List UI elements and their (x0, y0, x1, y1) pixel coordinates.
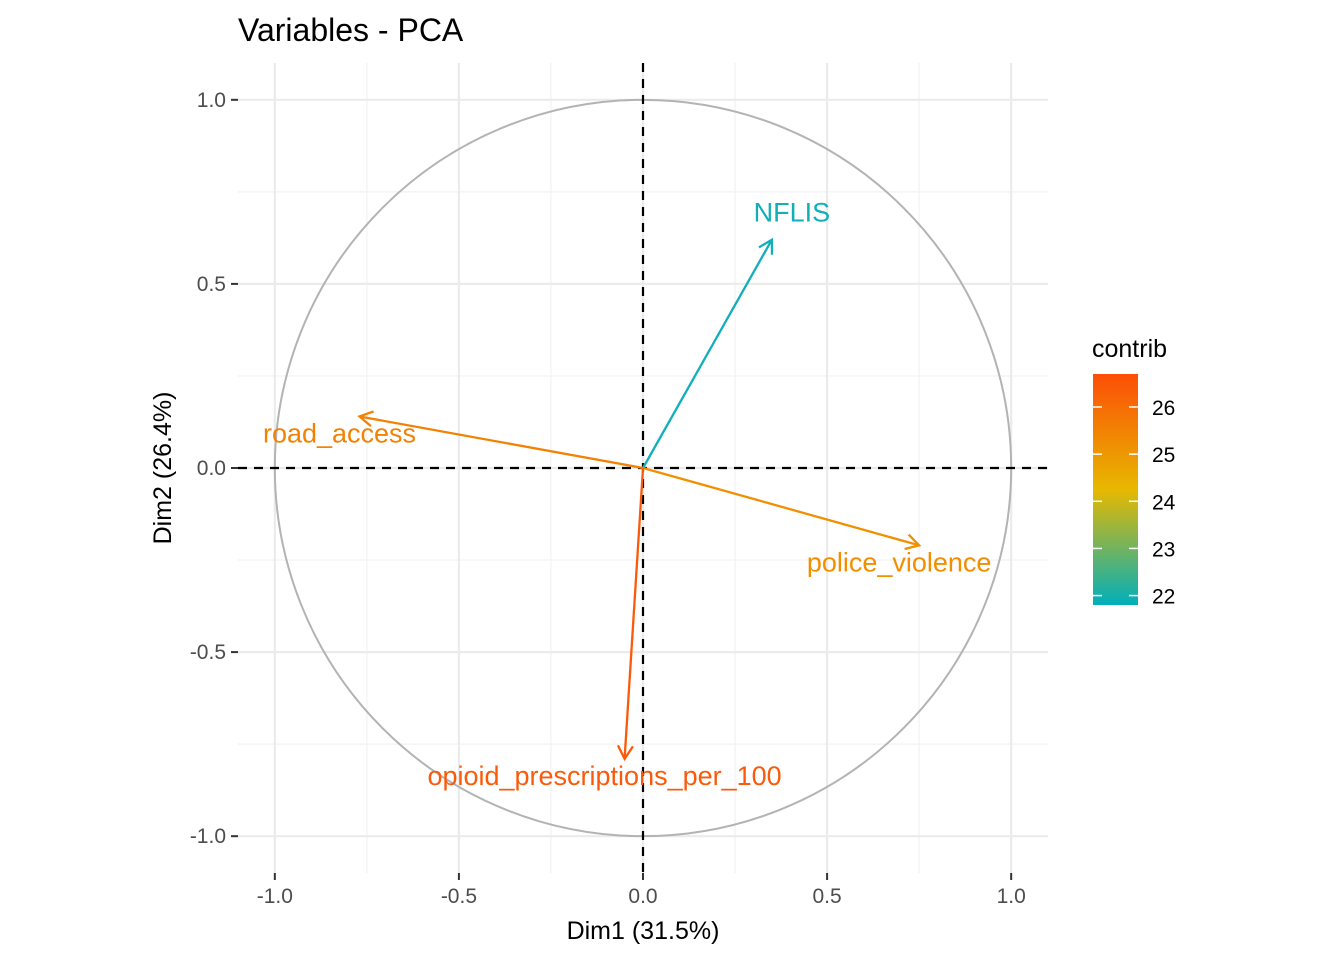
arrow-head (357, 410, 375, 428)
y-tick-label: -1.0 (190, 825, 226, 848)
variable-arrow-police_violence: police_violence (642, 466, 992, 577)
variable-label: NFLIS (754, 198, 831, 228)
legend-title: contrib (1092, 335, 1167, 363)
variable-label: police_violence (807, 547, 992, 577)
legend-colorbar (1093, 374, 1138, 605)
arrow-head (758, 237, 774, 255)
arrow-shaft (642, 466, 920, 547)
variable-label: opioid_prescriptions_per_100 (427, 761, 781, 791)
variable-arrow-NFLIS: NFLIS (641, 198, 831, 469)
legend: contrib 22 23 24 25 26 (1092, 335, 1176, 609)
arrow-head (904, 533, 922, 551)
variable-label: road_access (263, 418, 416, 448)
arrow-shaft (623, 467, 645, 759)
arrow-shaft (359, 415, 644, 470)
chart-title: Variables - PCA (238, 12, 464, 48)
legend-tick-label: 22 (1152, 586, 1175, 609)
y-tick-label: -0.5 (190, 641, 226, 664)
legend-tick-label: 24 (1152, 491, 1176, 514)
plot-panel: NFLIS road_access police_violence opioid_pr… (238, 63, 1048, 873)
variable-arrow-opioid_prescriptions_per_100: opioid_prescriptions_per_100 (427, 467, 782, 791)
legend-tick-label: 26 (1152, 397, 1175, 420)
variable-arrows: NFLIS road_access police_violence opioid_pr… (263, 198, 991, 791)
x-tick-label: -0.5 (441, 885, 477, 908)
x-axis-title: Dim1 (31.5%) (567, 917, 720, 945)
legend-tick-label: 25 (1152, 444, 1175, 467)
legend-tick-label: 23 (1152, 538, 1175, 561)
x-tick-label: 0.0 (628, 885, 657, 908)
arrow-shaft (641, 239, 773, 469)
y-tick-label: 0.0 (197, 457, 226, 480)
arrow-head (616, 744, 634, 762)
variable-arrow-road_access: road_access (263, 410, 644, 470)
axes: -1.0 -0.5 0.0 0.5 1.0 -1.0 -0.5 0.0 0.5 1.0 (190, 89, 1026, 908)
y-axis-title: Dim2 (26.4%) (149, 392, 177, 545)
x-tick-label: 0.5 (812, 885, 841, 908)
x-tick-label: 1.0 (997, 885, 1026, 908)
y-tick-label: 0.5 (197, 273, 226, 296)
legend-ticks: 22 23 24 25 26 (1093, 397, 1176, 609)
x-tick-label: -1.0 (257, 885, 293, 908)
y-tick-label: 1.0 (197, 89, 226, 112)
